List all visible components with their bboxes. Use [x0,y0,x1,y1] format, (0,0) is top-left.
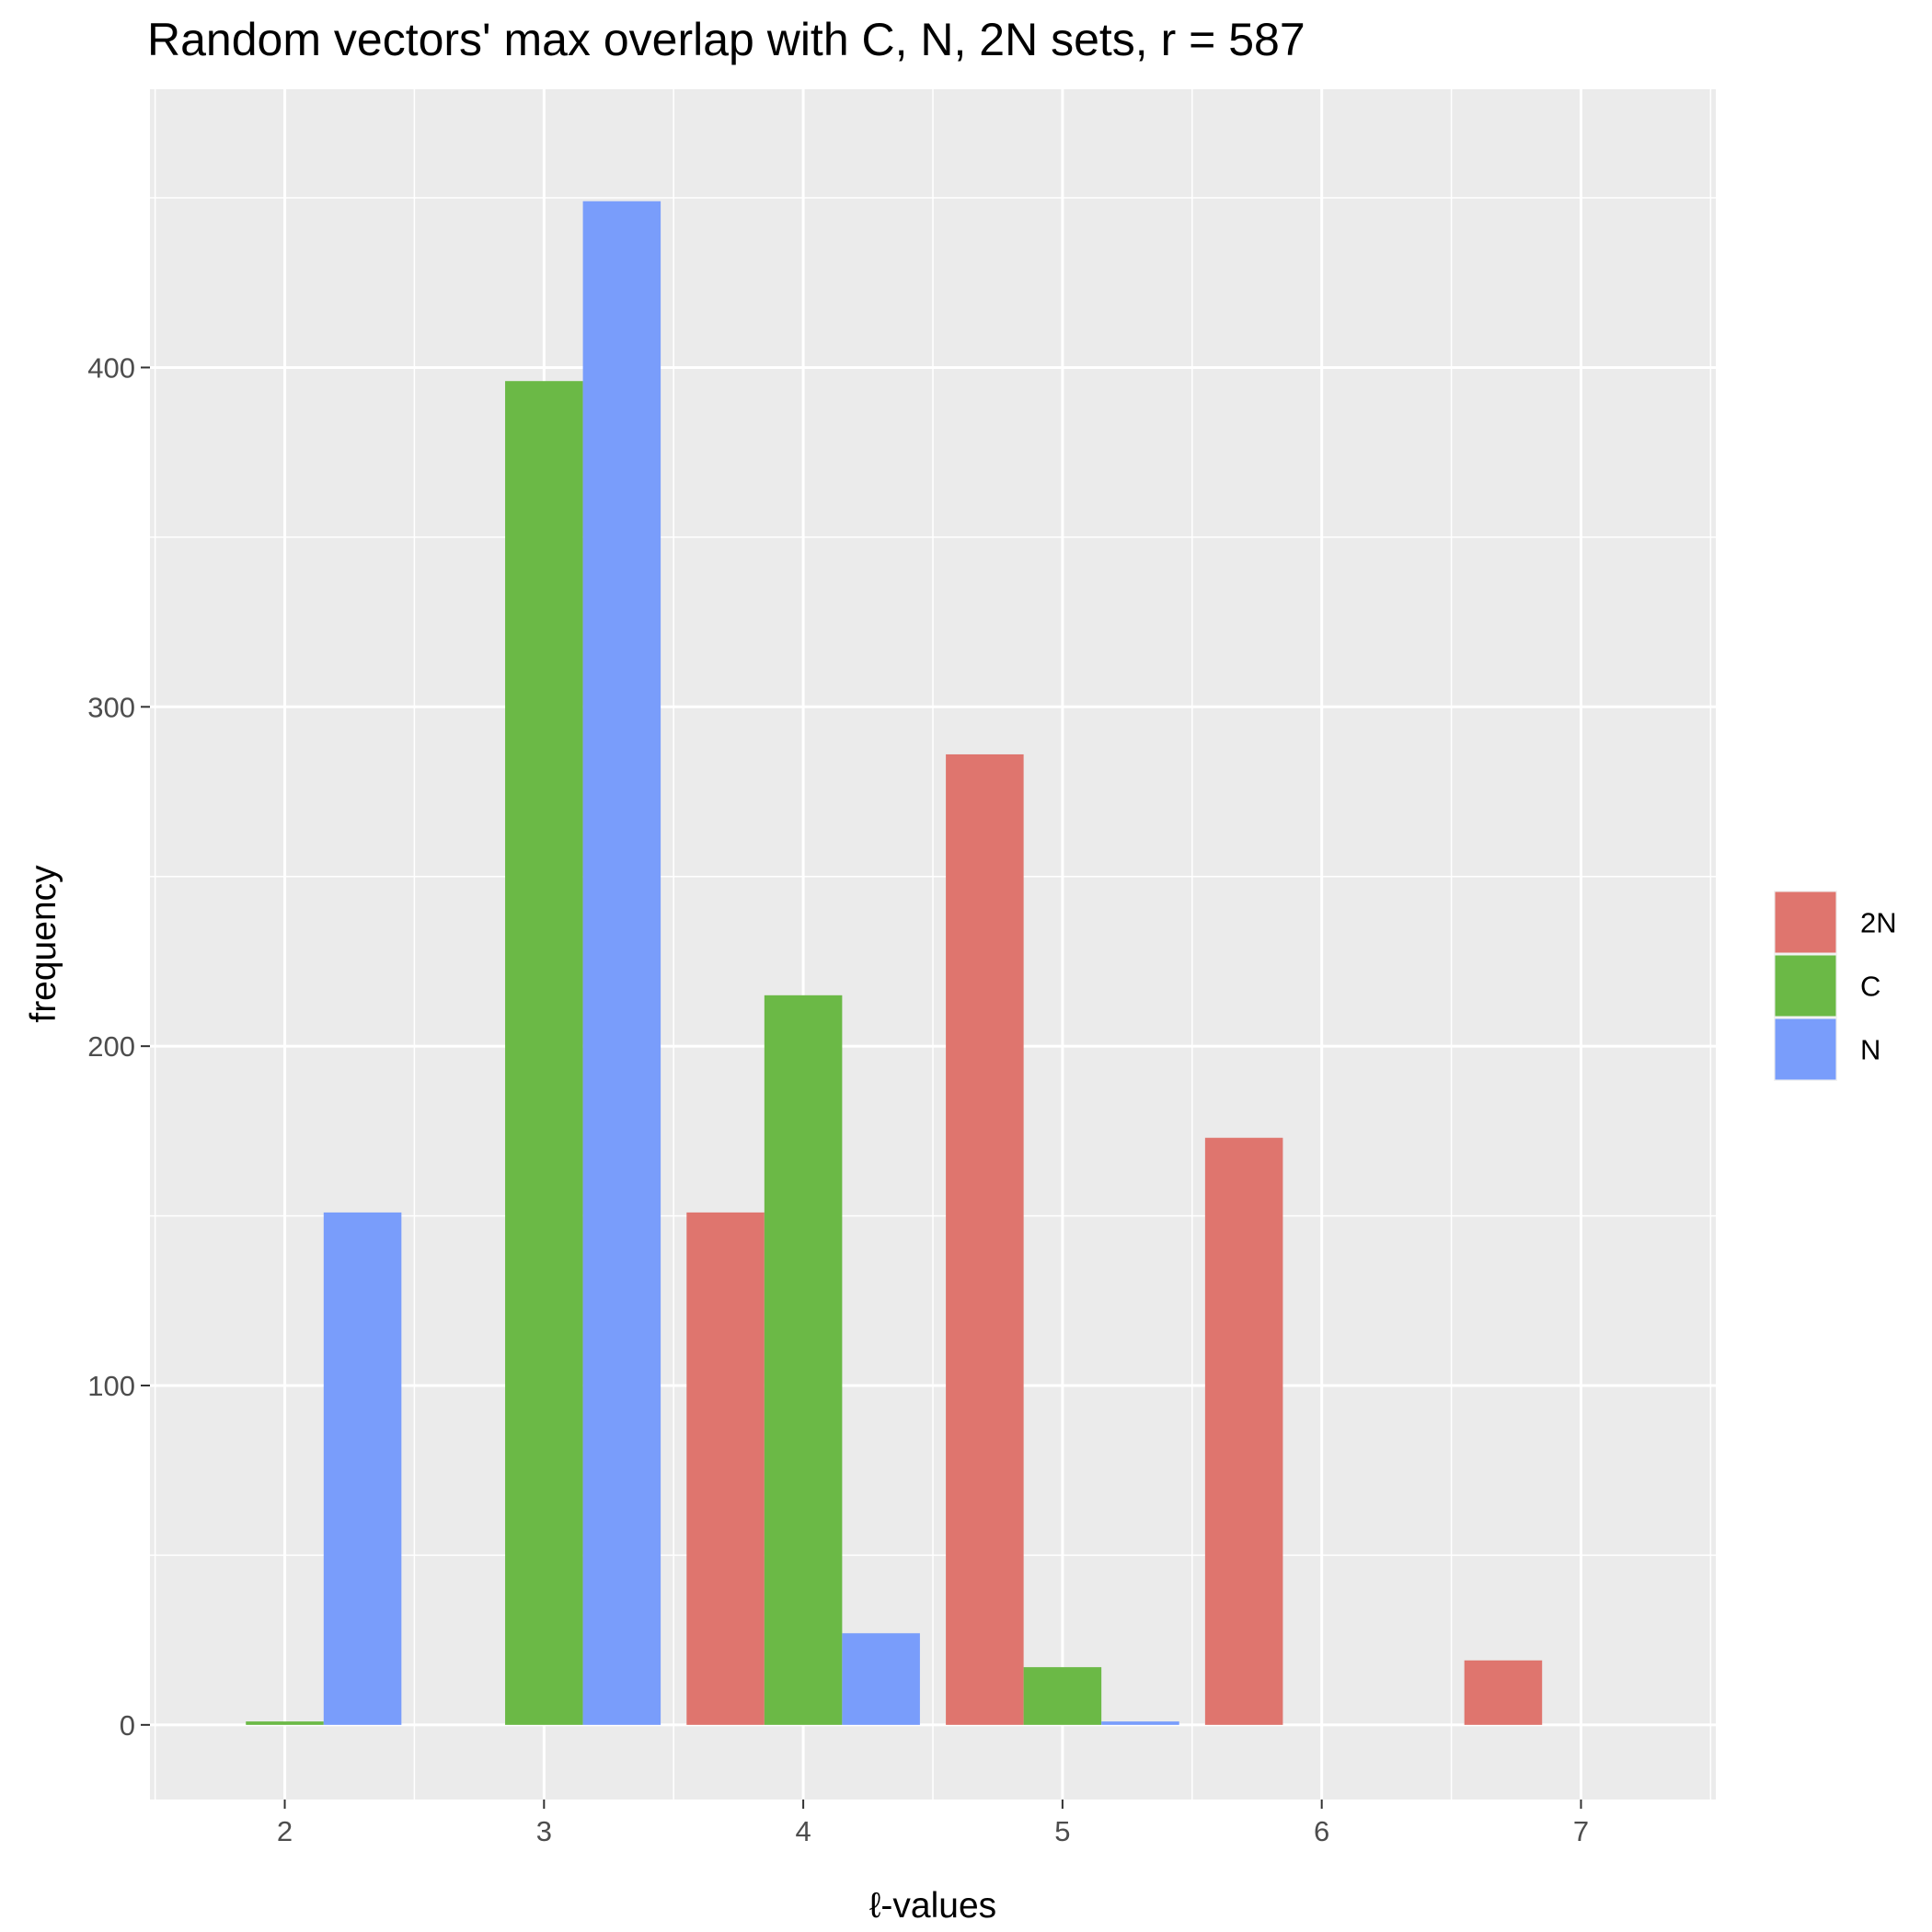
y-tick-label: 100 [87,1370,135,1402]
x-tick-label: 3 [536,1815,552,1847]
minor-gridlines [150,89,1716,1800]
y-tick-label: 200 [87,1030,135,1063]
bar-N-3 [582,201,661,1725]
bar-2N-5 [946,753,1024,1725]
bar-C-3 [505,381,583,1725]
legend-label-N: N [1860,1034,1880,1066]
x-tick-label: 7 [1573,1815,1589,1847]
bar-C-5 [1023,1667,1102,1725]
bar-2N-7 [1464,1660,1543,1725]
x-tick-label: 4 [795,1815,811,1847]
legend: 2N CN [1774,891,1897,1081]
y-tick-label: 0 [120,1709,135,1742]
x-axis: 2 3 4 5 6 7 [277,1800,1589,1847]
x-axis-title: ℓ-values [869,1886,996,1926]
y-tick-label: 300 [87,691,135,723]
bar-N-5 [1101,1721,1179,1725]
bar-N-4 [842,1633,920,1725]
x-tick-label: 5 [1054,1815,1070,1847]
chart-title: Random vectors' max overlap with C, N, 2… [147,14,1305,65]
bar-2N-4 [686,1212,765,1725]
bar-2N-6 [1204,1137,1283,1725]
y-tick-label: 400 [87,351,135,384]
legend-label-2N: 2N [1860,907,1897,939]
bars [246,201,1543,1725]
y-axis-title: frequency [24,865,63,1023]
bar-N-2 [323,1212,402,1725]
legend-key-N [1775,1018,1836,1080]
x-tick-label: 2 [277,1815,293,1847]
y-axis: 0 100 200 300 400 [87,351,150,1742]
legend-key-2N [1775,891,1836,953]
x-tick-label: 6 [1314,1815,1329,1847]
legend-label-C: C [1860,971,1880,1003]
bar-C-4 [764,995,843,1725]
legend-key-C [1775,955,1836,1017]
bar-C-2 [246,1721,324,1725]
